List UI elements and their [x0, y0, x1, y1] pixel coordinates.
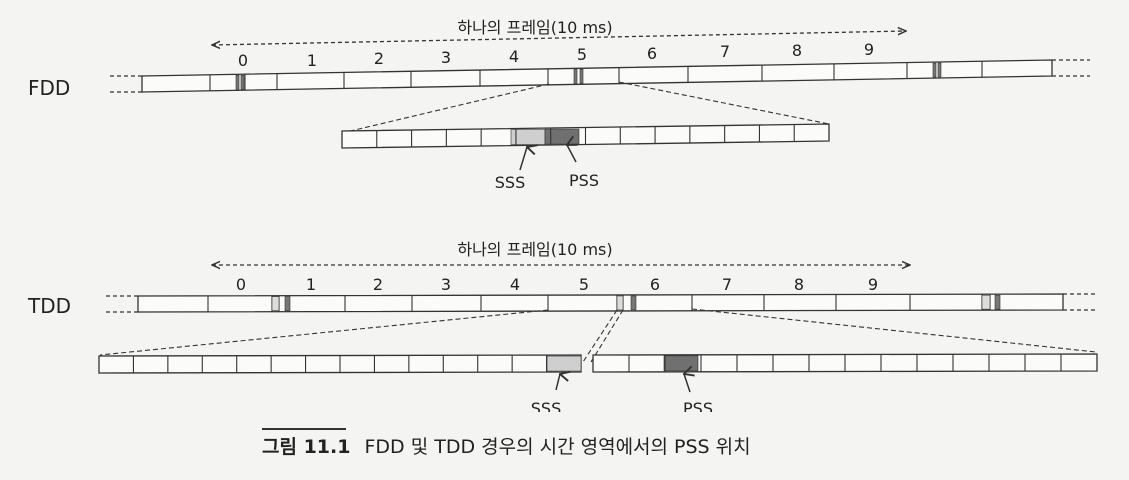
- fdd-subframe-number: 1: [307, 51, 317, 70]
- fdd-frame-label: 하나의 프레임(10 ms): [457, 18, 612, 37]
- tdd-special-subframe-part: [271, 296, 280, 312]
- fdd-sync-marker: [573, 69, 578, 84]
- fdd-sync-marker: [579, 68, 584, 84]
- caption-text: FDD 및 TDD 경우의 시간 영역에서의 PSS 위치: [364, 436, 751, 458]
- tdd-pss-symbol: [663, 355, 699, 372]
- fdd-pss-label: PSS: [569, 171, 599, 190]
- tdd-pss-arrow: [684, 374, 690, 393]
- fdd-subframe-number: 4: [509, 47, 519, 66]
- tdd-frame-label: 하나의 프레임(10 ms): [457, 240, 612, 259]
- tdd-subframe-number: 5: [579, 275, 589, 294]
- tdd-subframe-number: 4: [510, 275, 520, 294]
- fdd-sync-marker: [240, 74, 245, 90]
- fdd-sss-arrow: [519, 147, 527, 171]
- fdd-frame-span-arrow: [212, 31, 906, 45]
- fdd-frame-strip: [110, 59, 1090, 93]
- tdd-label: TDD: [27, 294, 71, 318]
- fdd-strip-body: [141, 59, 1053, 93]
- fdd-sss-label: SSS: [495, 173, 525, 192]
- tdd-sss-label: SSS: [531, 399, 561, 418]
- tdd-subframe-zoom: [98, 353, 1098, 374]
- tdd-section: TDD 하나의 프레임(10 ms) 0 1 2 3 4 5 6 7 8 9 SSS PSS: [27, 240, 1098, 418]
- tdd-frame-strip: [106, 293, 1095, 313]
- tdd-zoom-line-mid-b: [590, 309, 624, 363]
- fdd-section: FDD 하나의 프레임(10 ms) 0 1 2 3 4 5 6 7 8 9 SSS PSS: [28, 18, 1090, 192]
- fdd-subframe-number: 8: [792, 41, 802, 60]
- fdd-pss-arrow: [567, 145, 576, 163]
- tdd-subframe-number: 6: [650, 275, 660, 294]
- tdd-sync-marker: [994, 294, 1001, 310]
- tdd-subframe-number: 3: [441, 275, 451, 294]
- fdd-subframe-number: 9: [864, 40, 874, 59]
- fdd-subframe-number: 2: [374, 49, 384, 68]
- fdd-subframe-number: 0: [238, 51, 248, 70]
- fdd-subframe-number: 3: [441, 48, 451, 67]
- tdd-zoom-line-right: [691, 308, 1097, 353]
- tdd-sync-marker: [284, 296, 291, 311]
- tdd-subframe-number: 0: [236, 275, 246, 294]
- fdd-sync-marker: [937, 62, 942, 78]
- tdd-sync-marker: [630, 295, 637, 311]
- tdd-sss-symbol: [546, 355, 582, 372]
- fdd-subframe-number: 7: [720, 42, 730, 61]
- tdd-subframe-number: 1: [306, 275, 316, 294]
- tdd-bottom-labels: SSS PSS: [531, 374, 713, 418]
- tdd-subframe-number: 7: [722, 275, 732, 294]
- tdd-sss-arrow: [555, 374, 560, 391]
- fdd-pss-symbol: [544, 128, 580, 145]
- tdd-special-subframe-part: [616, 295, 624, 311]
- fdd-subframe-zoom: [341, 123, 830, 149]
- tdd-zoom-line-mid-a: [582, 309, 618, 363]
- tdd-subframe-number: 8: [794, 275, 804, 294]
- tdd-special-subframe-part: [981, 294, 991, 310]
- figure-caption: 그림 11.1 FDD 및 TDD 경우의 시간 영역에서의 PSS 위치: [262, 432, 751, 459]
- fdd-subframe-number: 5: [577, 45, 587, 64]
- tdd-pss-label: PSS: [683, 399, 713, 418]
- fdd-sync-marker: [235, 75, 240, 90]
- caption-number: 그림 11.1: [262, 436, 351, 458]
- tdd-subframe-number: 2: [373, 275, 383, 294]
- fdd-zoom-line-left: [341, 83, 550, 134]
- fdd-label: FDD: [28, 76, 70, 100]
- fdd-subframe-numbers: 0 1 2 3 4 5 6 7 8 9: [238, 40, 874, 70]
- tdd-zoom-line-left: [99, 309, 549, 356]
- fdd-zoom-line-right: [618, 81, 830, 125]
- fdd-subframe-number: 6: [647, 44, 657, 63]
- tdd-subframe-number: 9: [868, 275, 878, 294]
- fdd-sync-marker: [932, 62, 937, 78]
- caption-rule: [262, 428, 346, 430]
- tdd-subframe-numbers: 0 1 2 3 4 5 6 7 8 9: [236, 275, 878, 294]
